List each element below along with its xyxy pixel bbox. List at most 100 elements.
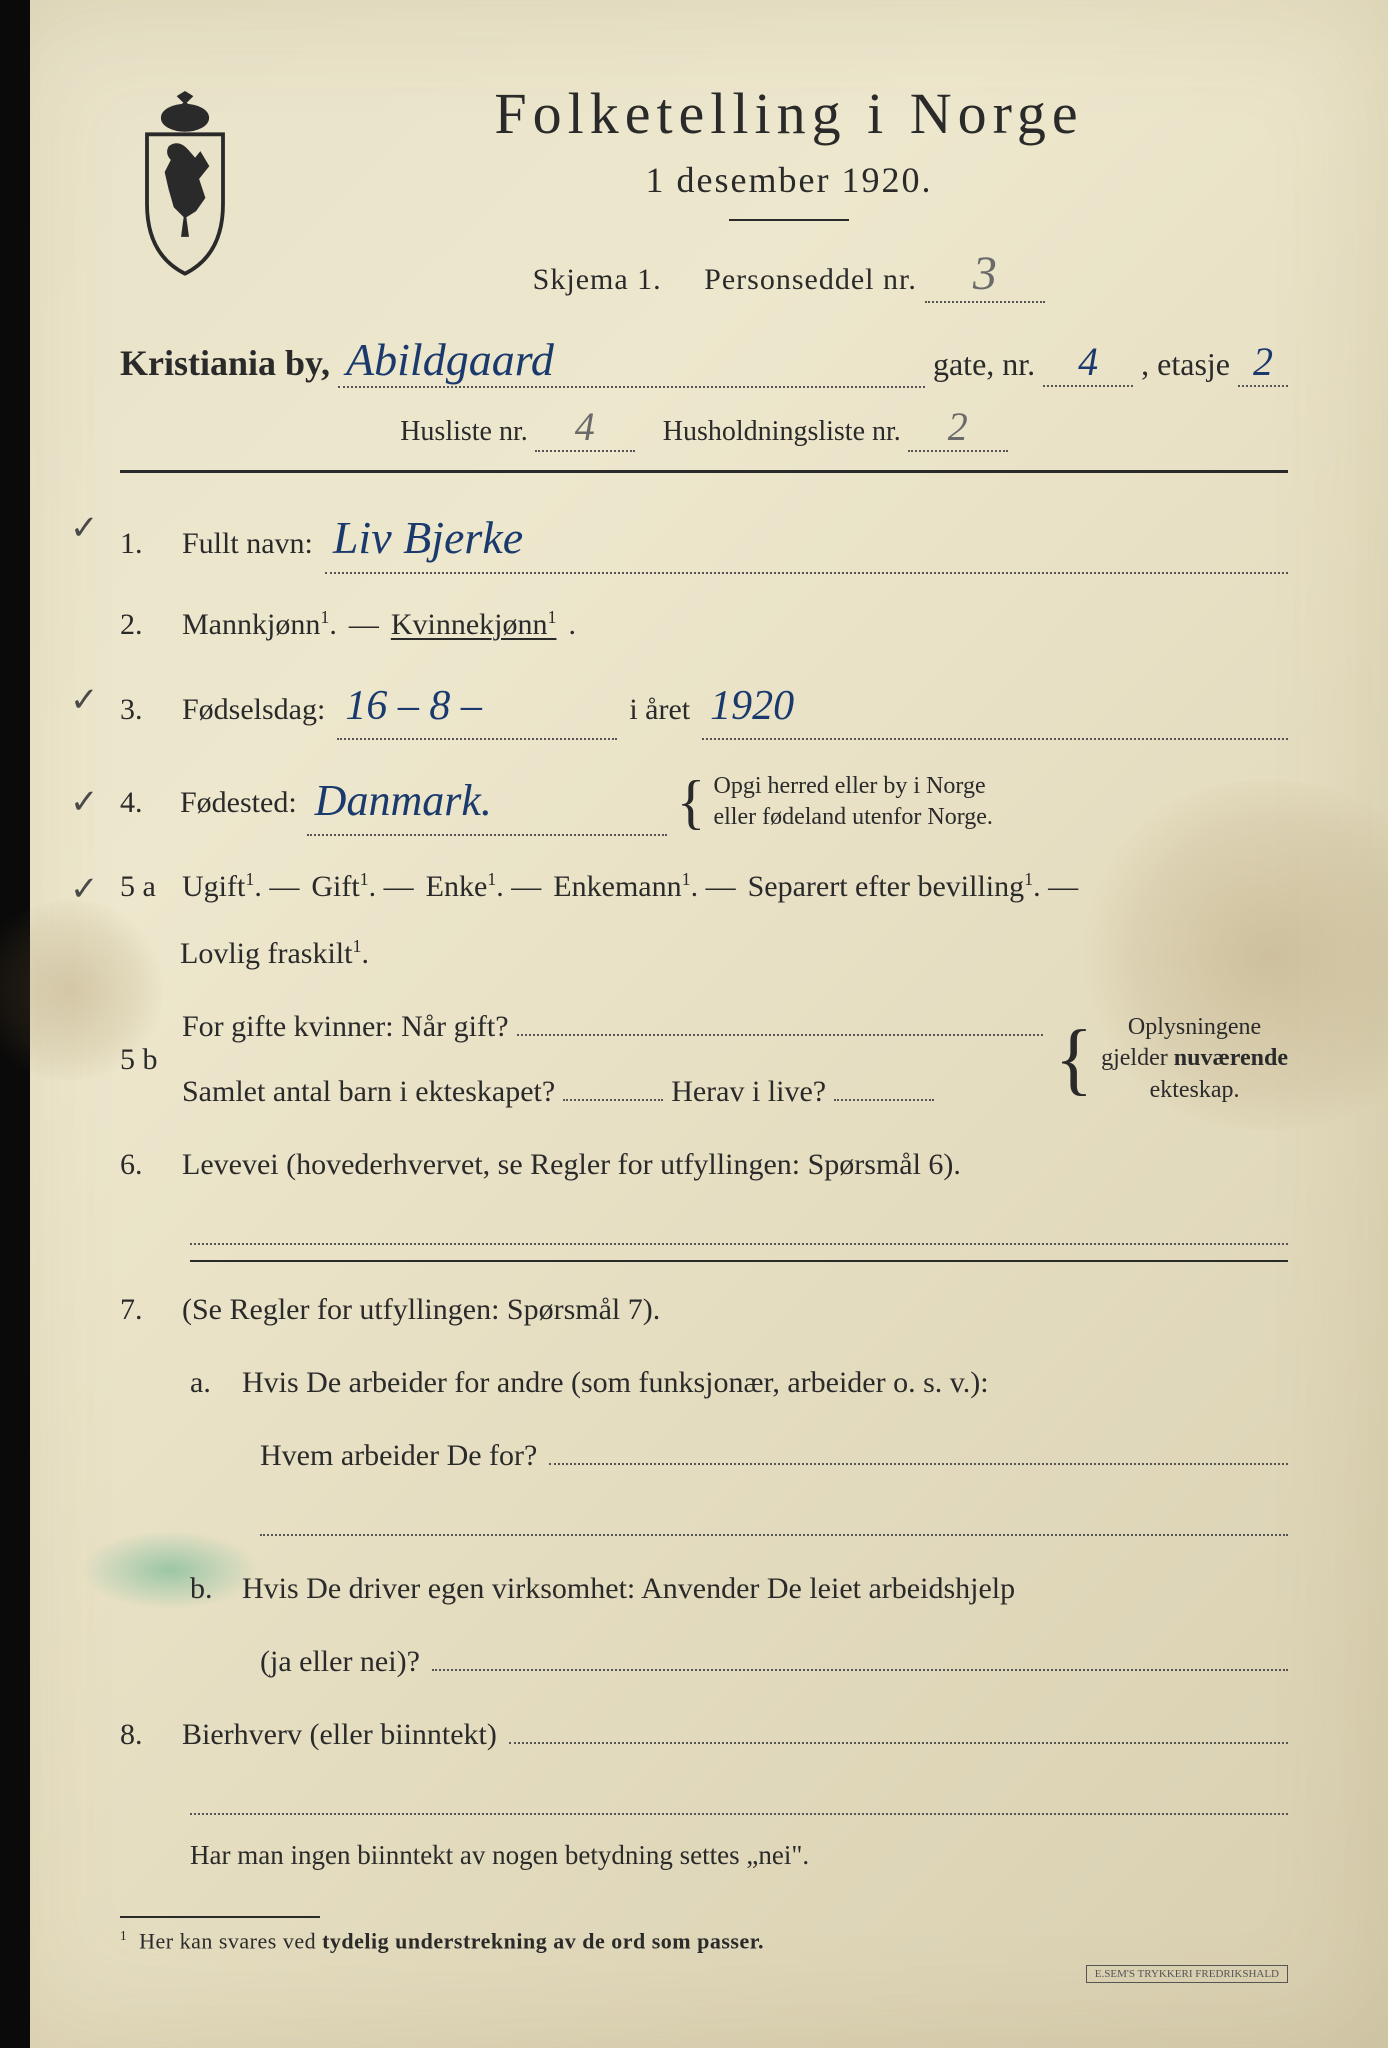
main-title: Folketelling i Norge (290, 80, 1288, 147)
etasje-nr: 2 (1238, 338, 1288, 387)
q4-note: { Opgi herred eller by i Norge eller fød… (677, 771, 993, 833)
q5a-row: ✓ 5 a Ugift1. — Gift1. — Enke1. — Enkema… (120, 864, 1288, 976)
checkmark-icon: ✓ (70, 503, 99, 554)
blank-field (432, 1641, 1288, 1671)
census-form-page: Folketelling i Norge 1 desember 1920. Sk… (0, 0, 1388, 2048)
husliste-label: Husliste nr. (400, 416, 528, 447)
blank-field (549, 1435, 1288, 1465)
husliste-nr: 4 (535, 403, 635, 452)
q-label: Bierhverv (eller biinntekt) (182, 1712, 497, 1757)
female-option-selected: Kvinnekjønn1 (391, 602, 557, 647)
q2-row: 2. Mannkjønn1. — Kvinnekjønn1. (120, 602, 1288, 647)
note-line: ekteskap. (1101, 1075, 1288, 1106)
male-option: Mannkjønn1. (182, 602, 337, 647)
birth-day: 16 – 8 – (337, 675, 617, 740)
q-label: Fullt navn: (182, 521, 313, 566)
husholdning-nr: 2 (908, 403, 1008, 452)
birthplace: Danmark. (307, 768, 667, 836)
street-name: Abildgaard (338, 333, 925, 388)
header-block: Folketelling i Norge 1 desember 1920. Sk… (120, 80, 1288, 303)
q-num: 3. (120, 687, 170, 732)
checkmark-icon: ✓ (70, 675, 99, 726)
q-num: 4. (120, 780, 170, 825)
blank-field (190, 1785, 1288, 1815)
q-num: a. (190, 1360, 230, 1405)
note-line: eller fødeland utenfor Norge. (713, 802, 992, 833)
q7a-row: a. Hvis De arbeider for andre (som funks… (120, 1360, 1288, 1405)
q-label: For gifte kvinner: Når gift? (182, 1004, 509, 1049)
personseddel-nr: 3 (925, 246, 1045, 303)
title-block: Folketelling i Norge 1 desember 1920. Sk… (290, 80, 1288, 303)
q-num: 8. (120, 1712, 170, 1757)
list-numbers: Husliste nr. 4 Husholdningsliste nr. 2 (120, 403, 1288, 452)
q-num: b. (190, 1566, 230, 1611)
address-line: Kristiania by, Abildgaard gate, nr. 4 , … (120, 333, 1288, 388)
coat-of-arms-icon (120, 90, 250, 280)
q-num: 5 b (120, 1037, 170, 1082)
footnote: 1 Her kan svares ved tydelig understrekn… (120, 1928, 1288, 1954)
marital-option: Lovlig fraskilt1. (120, 931, 1288, 976)
birth-year: 1920 (702, 675, 1288, 740)
q1-row: ✓ 1. Fullt navn: Liv Bjerke (120, 503, 1288, 574)
note-line: Oplysningene (1101, 1012, 1288, 1043)
q8-row: 8. Bierhverv (eller biinntekt) (120, 1712, 1288, 1757)
divider (120, 1916, 320, 1918)
city-label: Kristiania by, (120, 342, 330, 384)
q7b-row: b. Hvis De driver egen virksomhet: Anven… (120, 1566, 1288, 1611)
checkmark-icon: ✓ (70, 864, 99, 915)
q7-row: 7. (Se Regler for utfyllingen: Spørsmål … (120, 1287, 1288, 1332)
marital-option: Separert efter bevilling1. — (748, 864, 1079, 909)
blank-field (509, 1714, 1288, 1744)
q-label: (Se Regler for utfyllingen: Spørsmål 7). (182, 1287, 660, 1332)
q-label: Herav i live? (671, 1069, 826, 1114)
blank-field (190, 1215, 1288, 1245)
q-num: 7. (120, 1287, 170, 1332)
q3-row: ✓ 3. Fødselsdag: 16 – 8 – i året 1920 (120, 675, 1288, 740)
husholdning-label: Husholdningsliste nr. (663, 416, 901, 447)
divider (120, 470, 1288, 473)
q-num: 1. (120, 521, 170, 566)
etasje-label: , etasje (1141, 346, 1230, 383)
divider (729, 219, 849, 221)
year-label: i året (629, 687, 690, 732)
marital-option: Enke1. — (426, 864, 542, 909)
q7b-line2: (ja eller nei)? (120, 1639, 1288, 1684)
marital-option: Ugift1. — (182, 864, 299, 909)
printer-mark: E.SEM'S TRYKKERI FREDRIKSHALD (1086, 1965, 1288, 1983)
checkmark-icon: ✓ (70, 777, 99, 828)
q-label: (ja eller nei)? (260, 1639, 420, 1684)
q-label: Levevei (hovederhvervet, se Regler for u… (182, 1142, 961, 1187)
q-label: Samlet antal barn i ekteskapet? (182, 1069, 555, 1114)
schema-line: Skjema 1. Personseddel nr. 3 (290, 246, 1288, 303)
q4-row: ✓ 4. Fødested: Danmark. { Opgi herred el… (120, 768, 1288, 836)
q5b-note: { Oplysningene gjelder nuværende ekteska… (1055, 1012, 1288, 1106)
q-label: Hvis De arbeider for andre (som funksjon… (242, 1360, 989, 1405)
note-line: Opgi herred eller by i Norge (713, 771, 992, 802)
q8-note: Har man ingen biinntekt av nogen betydni… (120, 1835, 1288, 1876)
blank-field (517, 1006, 1043, 1036)
blank-field (834, 1071, 934, 1101)
marital-option: Gift1. — (311, 864, 413, 909)
note-line: gjelder nuværende (1101, 1043, 1288, 1074)
schema-label: Skjema 1. (533, 263, 662, 296)
q6-row: 6. Levevei (hovederhvervet, se Regler fo… (120, 1142, 1288, 1187)
q-label: Fødested: (180, 780, 297, 825)
blank-field (563, 1071, 663, 1101)
personseddel-label: Personseddel nr. (704, 263, 917, 296)
q5b-row: 5 b For gifte kvinner: Når gift? Samlet … (120, 1004, 1288, 1114)
full-name-value: Liv Bjerke (325, 503, 1288, 574)
q-label: Hvis De driver egen virksomhet: Anvender… (242, 1566, 1015, 1611)
gate-label: gate, nr. (933, 346, 1035, 383)
footnote-marker: 1 (120, 1928, 127, 1943)
blank-field (260, 1506, 1288, 1536)
gate-nr: 4 (1043, 338, 1133, 387)
q-label: Hvem arbeider De for? (260, 1433, 537, 1478)
marital-option: Enkemann1. — (553, 864, 735, 909)
divider (190, 1260, 1288, 1262)
q7a-line2: Hvem arbeider De for? (120, 1433, 1288, 1478)
census-date: 1 desember 1920. (290, 159, 1288, 201)
q-label: Fødselsdag: (182, 687, 325, 732)
q-num: 2. (120, 602, 170, 647)
q-num: 5 a (120, 864, 170, 909)
q-num: 6. (120, 1142, 170, 1187)
